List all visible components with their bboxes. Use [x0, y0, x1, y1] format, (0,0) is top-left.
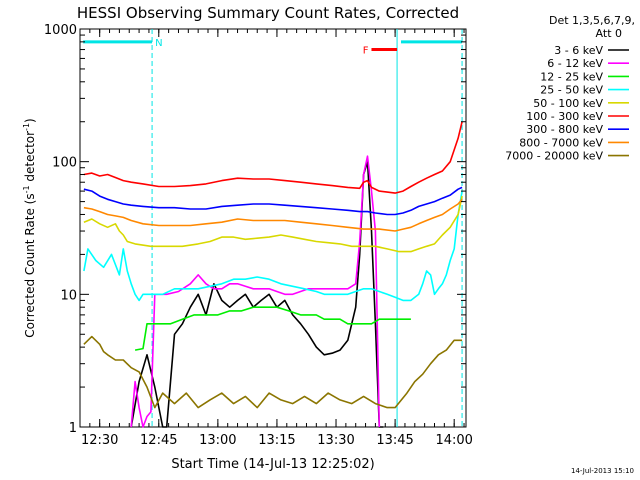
series-line [83, 195, 463, 253]
series-line [134, 306, 411, 351]
legend-label: 7000 - 20000 keV [505, 150, 603, 163]
y-axis: 1 10 100 1000 [44, 23, 466, 436]
legend-label: 3 - 6 keV [554, 44, 603, 57]
x-tick-label: 13:45 [376, 433, 413, 448]
plot-frame [79, 28, 467, 428]
x-axis: 12:30 12:45 13:00 13:15 13:30 13:45 14:00 [79, 29, 473, 448]
x-tick-label: 14:00 [435, 433, 472, 448]
x-tick-label: 12:45 [140, 433, 177, 448]
series-line [130, 160, 384, 428]
flag-label: F [363, 46, 369, 57]
legend-header-2: Att 0 [596, 27, 622, 40]
legend-label: 100 - 300 keV [526, 110, 603, 123]
y-axis-label-mid: detector [23, 131, 37, 186]
y-tick-label: 100 [52, 156, 77, 171]
y-axis-label: Corrected Count Rate (s-1 detector-1) [22, 118, 37, 337]
x-tick-label: 12:30 [81, 433, 118, 448]
x-axis-label: Start Time (14-Jul-13 12:25:02) [171, 457, 374, 472]
series-line [83, 121, 463, 194]
x-tick-label: 13:30 [317, 433, 354, 448]
series-line [83, 198, 463, 232]
chart-title: HESSI Observing Summary Count Rates, Cor… [77, 4, 459, 22]
legend-label: 50 - 100 keV [533, 97, 603, 110]
footer-date: 14-Jul-2013 15:10 [571, 467, 634, 475]
x-tick-label: 13:00 [199, 433, 236, 448]
y-tick-label: 1000 [44, 23, 77, 38]
series-line [83, 335, 463, 409]
series-group [83, 121, 463, 428]
legend-label: 6 - 12 keV [547, 57, 603, 70]
legend-label: 25 - 50 keV [540, 84, 603, 97]
legend-header-1: Det 1,3,5,6,7,9, [549, 14, 635, 27]
markers-group [151, 29, 463, 427]
legend-label: 12 - 25 keV [540, 70, 603, 83]
series-line [83, 186, 463, 216]
y-axis-label-sup2: -1 [22, 123, 31, 131]
x-tick-label: 13:15 [258, 433, 295, 448]
y-tick-label: 1 [69, 421, 77, 436]
legend-label: 800 - 7000 keV [519, 136, 603, 149]
y-axis-label-sup1: -1 [22, 185, 31, 193]
series-line [83, 190, 463, 302]
flags-group: NF [83, 38, 463, 57]
y-axis-label-end: ) [23, 118, 37, 123]
y-tick-label: 10 [60, 288, 77, 303]
legend-label: 300 - 800 keV [526, 123, 603, 136]
y-axis-label-main: Corrected Count Rate (s [23, 193, 37, 337]
flag-label: N [155, 38, 162, 49]
